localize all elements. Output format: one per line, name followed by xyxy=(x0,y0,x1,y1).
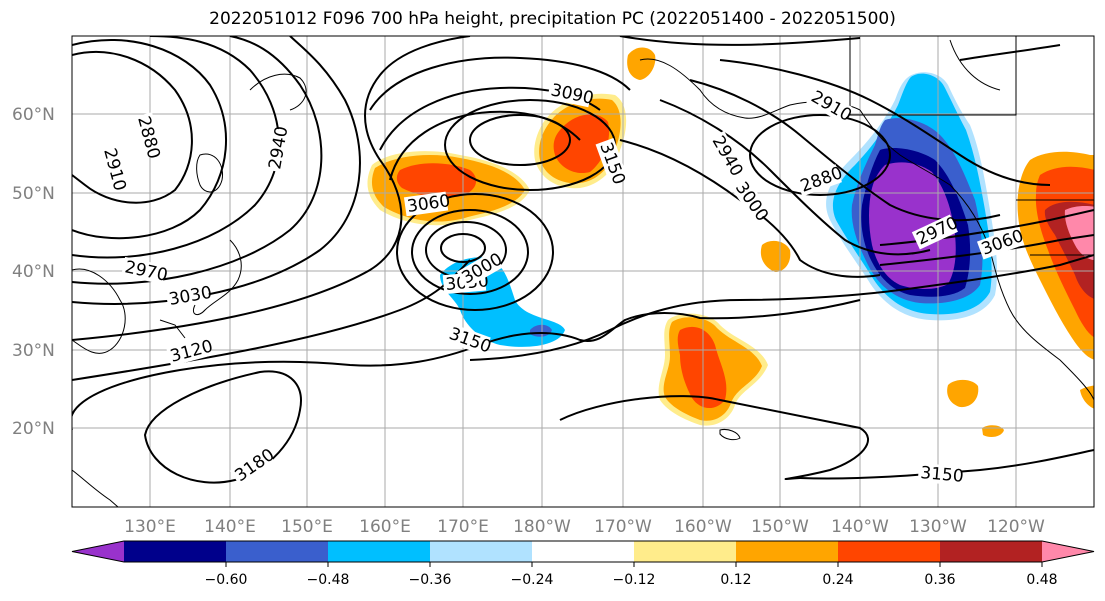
lon-label: 140°E xyxy=(204,517,256,537)
contour-label: 3150 xyxy=(920,463,965,487)
colorbar-tick-label: −0.48 xyxy=(307,572,350,588)
lat-label: 60°N xyxy=(12,105,55,125)
colorbar-outline xyxy=(71,540,1095,563)
lon-label: 130°E xyxy=(124,517,176,537)
lon-label: 130°W xyxy=(909,517,967,537)
lat-label: 40°N xyxy=(12,262,55,282)
colorbar: −0.60 −0.48 −0.36 −0.24 −0.12 0.12 0.24 0.36 0.4… xyxy=(71,540,1095,588)
coastlines xyxy=(72,36,1094,507)
latitude-labels: 60°N 50°N 40°N 30°N 20°N xyxy=(12,105,55,439)
lat-label: 30°N xyxy=(12,341,55,361)
graticule xyxy=(72,36,1094,507)
colorbar-segment xyxy=(940,541,1043,562)
lat-label: 20°N xyxy=(12,419,55,439)
colorbar-tick-label: −0.36 xyxy=(409,572,452,588)
lon-label: 170°E xyxy=(437,517,489,537)
map-frame xyxy=(71,35,1095,508)
colorbar-tick-label: 0.24 xyxy=(822,572,853,588)
colorbar-tick-label: −0.60 xyxy=(205,572,248,588)
colorbar-segment xyxy=(328,541,431,562)
colorbar-extend-max xyxy=(1042,541,1094,562)
colorbar-segment xyxy=(124,541,227,562)
map-title: 2022051012 F096 700 hPa height, precipit… xyxy=(209,9,896,29)
lon-label: 150°W xyxy=(751,517,809,537)
colorbar-tick-label: −0.24 xyxy=(511,572,554,588)
colorbar-segment xyxy=(736,541,839,562)
longitude-labels: 130°E 140°E 150°E 160°E 170°E 180°W 170°… xyxy=(124,517,1045,537)
lon-label: 170°W xyxy=(594,517,652,537)
colorbar-segment xyxy=(532,541,635,562)
lon-label: 180°W xyxy=(513,517,571,537)
colorbar-segment xyxy=(430,541,533,562)
lon-label: 150°E xyxy=(281,517,333,537)
colorbar-tick-label: 0.48 xyxy=(1026,572,1057,588)
colorbar-segment xyxy=(634,541,737,562)
lat-label: 50°N xyxy=(12,184,55,204)
colorbar-segment xyxy=(226,541,329,562)
colorbar-tick-label: 0.12 xyxy=(720,572,751,588)
lon-label: 160°W xyxy=(674,517,732,537)
lon-label: 120°W xyxy=(987,517,1045,537)
colorbar-extend-min xyxy=(72,541,124,562)
colorbar-segment xyxy=(838,541,941,562)
colorbar-tick-label: 0.36 xyxy=(924,572,955,588)
lon-label: 140°W xyxy=(831,517,889,537)
colorbar-tick-label: −0.12 xyxy=(613,572,656,588)
lon-label: 160°E xyxy=(359,517,411,537)
